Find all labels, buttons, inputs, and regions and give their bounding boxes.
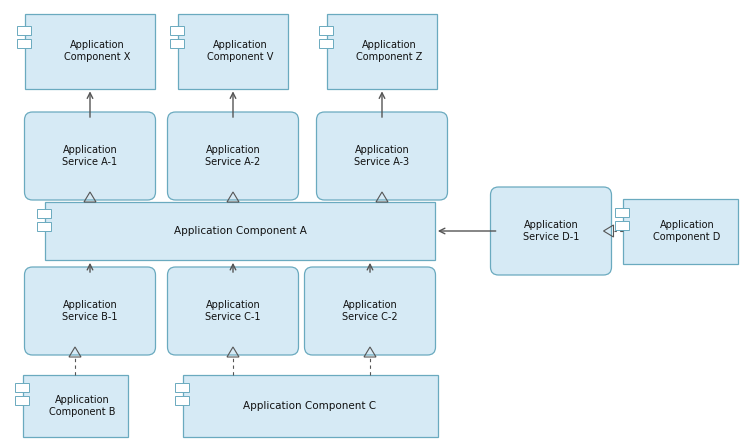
Text: Application
Service A-3: Application Service A-3	[354, 145, 410, 167]
FancyBboxPatch shape	[304, 267, 436, 355]
FancyBboxPatch shape	[37, 222, 51, 231]
FancyBboxPatch shape	[17, 25, 31, 34]
Text: Application
Component X: Application Component X	[64, 40, 131, 62]
Text: Application
Component V: Application Component V	[207, 40, 273, 62]
FancyBboxPatch shape	[319, 38, 333, 48]
FancyBboxPatch shape	[170, 38, 184, 48]
Text: Application
Service A-1: Application Service A-1	[63, 145, 118, 167]
FancyBboxPatch shape	[168, 267, 298, 355]
FancyBboxPatch shape	[25, 112, 155, 200]
FancyBboxPatch shape	[25, 267, 155, 355]
Text: Application Component C: Application Component C	[243, 401, 377, 411]
Text: Application
Service D-1: Application Service D-1	[523, 220, 579, 242]
FancyBboxPatch shape	[22, 375, 128, 437]
FancyBboxPatch shape	[615, 208, 629, 217]
FancyBboxPatch shape	[175, 384, 189, 392]
FancyBboxPatch shape	[15, 384, 29, 392]
FancyBboxPatch shape	[17, 38, 31, 48]
FancyBboxPatch shape	[316, 112, 448, 200]
Text: Application
Service B-1: Application Service B-1	[62, 300, 118, 322]
Text: Application Component A: Application Component A	[174, 226, 307, 236]
FancyBboxPatch shape	[168, 112, 298, 200]
Text: Application
Component D: Application Component D	[653, 220, 721, 242]
FancyBboxPatch shape	[45, 202, 435, 260]
FancyBboxPatch shape	[178, 13, 288, 88]
FancyBboxPatch shape	[25, 13, 155, 88]
FancyBboxPatch shape	[615, 221, 629, 230]
FancyBboxPatch shape	[319, 25, 333, 34]
FancyBboxPatch shape	[327, 13, 437, 88]
FancyBboxPatch shape	[622, 198, 738, 264]
FancyBboxPatch shape	[15, 396, 29, 405]
Text: Application
Service C-2: Application Service C-2	[342, 300, 398, 322]
Text: Application
Component Z: Application Component Z	[356, 40, 422, 62]
FancyBboxPatch shape	[37, 209, 51, 218]
FancyBboxPatch shape	[183, 375, 437, 437]
FancyBboxPatch shape	[491, 187, 612, 275]
FancyBboxPatch shape	[170, 25, 184, 34]
FancyBboxPatch shape	[175, 396, 189, 405]
Text: Application
Component B: Application Component B	[48, 395, 115, 417]
Text: Application
Service A-2: Application Service A-2	[205, 145, 260, 167]
Text: Application
Service C-1: Application Service C-1	[205, 300, 261, 322]
